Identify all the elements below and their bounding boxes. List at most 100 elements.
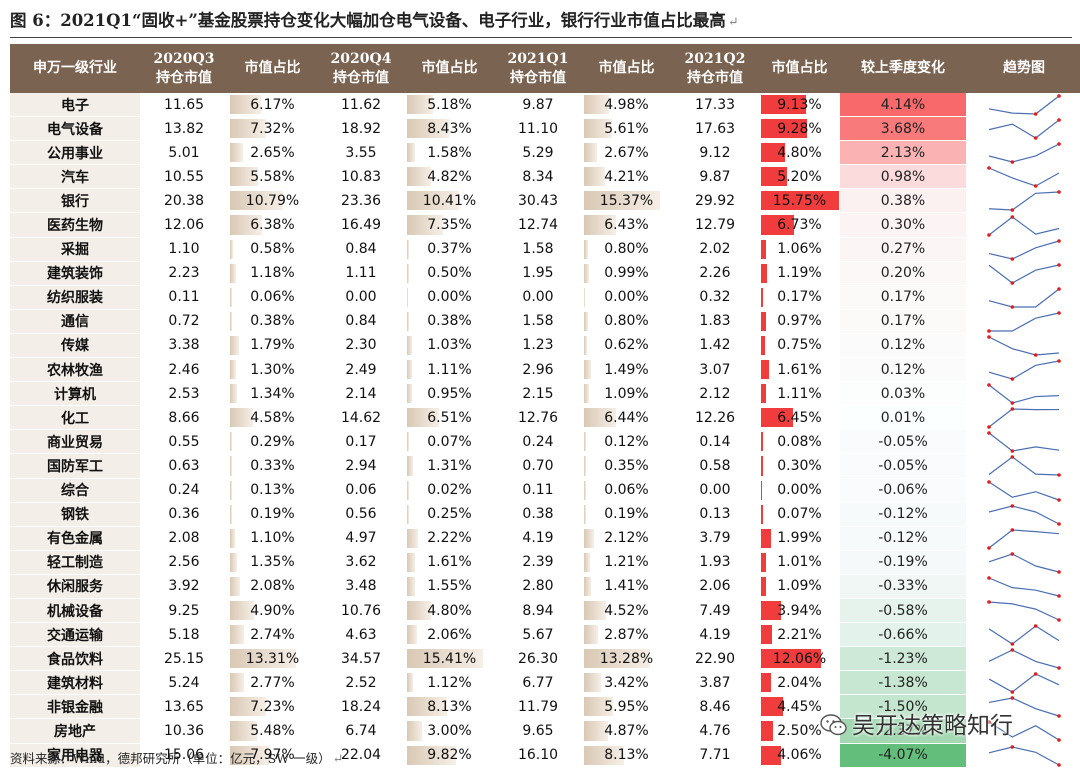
share-value: 15.41% xyxy=(422,650,477,667)
share-cell: 0.38% xyxy=(405,309,494,334)
share-bar xyxy=(407,215,444,235)
share-cell: 8.13% xyxy=(405,694,494,720)
share-value: 8.13% xyxy=(604,747,649,764)
share-bar xyxy=(761,600,781,621)
share-value: 10.79% xyxy=(245,192,300,209)
share-value: 0.33% xyxy=(250,457,295,474)
share-value: 6.44% xyxy=(604,409,649,426)
share-bar xyxy=(761,432,763,452)
table-row: 电气设备 13.82 7.32% 18.92 8.43% 11.10 5.61% 17.63 9… xyxy=(10,116,1080,142)
holding-value: 7.71 xyxy=(671,743,759,768)
sparkline-min-point xyxy=(1010,377,1015,381)
share-value: 0.50% xyxy=(427,265,472,282)
share-value: 0.62% xyxy=(604,337,649,354)
holding-value: 0.58 xyxy=(671,453,759,479)
qoq-change: -0.05% xyxy=(840,453,966,479)
header-2021q2-share: 市值占比 xyxy=(759,44,840,93)
sparkline-min-point xyxy=(1057,666,1061,671)
holding-value: 7.49 xyxy=(671,598,759,624)
holding-value: 6.77 xyxy=(494,670,582,696)
share-bar xyxy=(230,745,270,765)
trend-sparkline xyxy=(966,429,1080,455)
holding-value: 9.65 xyxy=(494,718,582,744)
holding-value: 0.00 xyxy=(671,478,759,503)
table-row: 轻工制造 2.56 1.35% 3.62 1.61% 2.39 1.21% 1.93 1.01%… xyxy=(10,550,1080,575)
holding-value: 0.63 xyxy=(140,453,228,479)
sparkline-svg xyxy=(988,455,1061,478)
holding-value: 8.94 xyxy=(494,598,582,624)
sparkline-line xyxy=(988,143,1060,163)
sparkline-max-point xyxy=(987,479,991,484)
holding-value: 5.67 xyxy=(494,622,582,648)
share-value: 1.31% xyxy=(427,457,472,474)
industry-name: 公用事业 xyxy=(10,140,140,166)
share-bar xyxy=(761,287,763,307)
share-bar xyxy=(407,143,415,163)
sparkline-max-point xyxy=(987,431,991,436)
sparkline-line xyxy=(988,745,1060,766)
share-cell: 0.35% xyxy=(582,453,671,479)
share-cell: 0.06% xyxy=(582,478,671,503)
industry-name: 机械设备 xyxy=(10,598,140,624)
holding-value: 2.96 xyxy=(494,357,582,383)
share-bar xyxy=(230,191,284,211)
share-value: 1.41% xyxy=(604,578,649,595)
holding-value: 22.90 xyxy=(671,646,759,672)
industry-name: 传媒 xyxy=(10,333,140,359)
sparkline-svg xyxy=(988,503,1061,526)
sparkline-min-point xyxy=(1033,184,1038,189)
share-cell: 0.00% xyxy=(759,478,840,503)
share-cell: 0.29% xyxy=(228,429,317,455)
share-cell: 1.09% xyxy=(582,381,671,407)
holding-value: 29.92 xyxy=(671,188,759,214)
trend-sparkline xyxy=(966,285,1080,310)
trend-sparkline xyxy=(966,309,1080,334)
sparkline-line xyxy=(988,240,1060,260)
sparkline-svg xyxy=(987,166,1060,189)
holding-value: 8.34 xyxy=(494,164,582,190)
holding-value: 9.12 xyxy=(671,140,759,166)
share-cell: 1.03% xyxy=(405,333,494,359)
industry-name: 采掘 xyxy=(10,237,140,262)
holding-value: 20.38 xyxy=(140,188,228,214)
share-cell: 4.06% xyxy=(759,743,840,768)
share-bar xyxy=(761,239,767,259)
share-bar xyxy=(230,287,232,307)
holding-value: 11.65 xyxy=(140,93,228,118)
share-cell: 3.94% xyxy=(759,598,840,624)
sparkline-min-point xyxy=(987,545,991,550)
share-value: 9.82% xyxy=(427,747,472,764)
holding-value: 23.36 xyxy=(317,188,405,214)
share-cell: 15.37% xyxy=(582,188,671,214)
share-cell: 1.18% xyxy=(228,261,317,286)
sparkline-svg xyxy=(987,383,1060,405)
share-cell: 13.28% xyxy=(582,646,671,672)
holding-value: 18.24 xyxy=(317,694,405,720)
share-bar xyxy=(230,528,236,548)
holding-value: 6.74 xyxy=(317,718,405,744)
share-bar xyxy=(407,504,409,524)
trend-sparkline xyxy=(966,502,1080,527)
share-cell: 7.32% xyxy=(228,116,317,142)
holding-value: 2.39 xyxy=(494,550,582,575)
table-row: 化工 8.66 4.58% 14.62 6.51% 12.76 6.44% 12.26 6.45… xyxy=(10,405,1080,431)
holding-value: 12.74 xyxy=(494,212,582,238)
share-bar xyxy=(407,167,431,187)
share-value: 0.99% xyxy=(604,265,649,282)
share-bar xyxy=(584,504,586,524)
share-bar xyxy=(407,625,418,645)
share-cell: 8.43% xyxy=(405,116,494,142)
share-value: 4.06% xyxy=(777,747,822,764)
trend-sparkline xyxy=(966,670,1080,696)
holding-value: 2.15 xyxy=(494,381,582,407)
share-value: 2.87% xyxy=(604,626,649,643)
share-value: 1.09% xyxy=(777,578,822,595)
sparkline-max-point xyxy=(1057,286,1061,291)
share-bar xyxy=(407,335,413,356)
share-value: 5.18% xyxy=(427,96,472,113)
table-row: 建筑材料 5.24 2.77% 2.52 1.12% 6.77 3.42% 3.87 2.04%… xyxy=(10,670,1080,696)
industry-name: 轻工制造 xyxy=(10,550,140,575)
share-value: 0.02% xyxy=(427,482,472,499)
share-cell: 6.17% xyxy=(228,93,317,118)
holding-value: 0.84 xyxy=(317,309,405,334)
